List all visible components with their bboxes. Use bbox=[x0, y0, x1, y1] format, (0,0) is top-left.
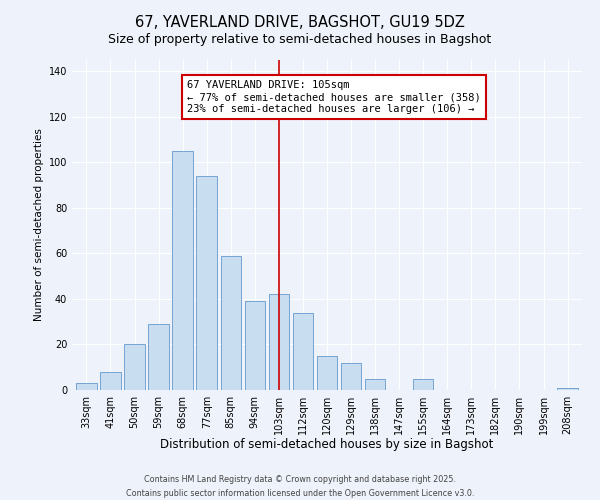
Bar bbox=[365, 378, 385, 390]
Bar bbox=[557, 388, 578, 390]
Bar bbox=[172, 151, 193, 390]
Text: 67 YAVERLAND DRIVE: 105sqm
← 77% of semi-detached houses are smaller (358)
23% o: 67 YAVERLAND DRIVE: 105sqm ← 77% of semi… bbox=[187, 80, 481, 114]
Bar bbox=[413, 378, 433, 390]
Text: Size of property relative to semi-detached houses in Bagshot: Size of property relative to semi-detach… bbox=[109, 32, 491, 46]
Text: Contains HM Land Registry data © Crown copyright and database right 2025.
Contai: Contains HM Land Registry data © Crown c… bbox=[126, 476, 474, 498]
Y-axis label: Number of semi-detached properties: Number of semi-detached properties bbox=[34, 128, 44, 322]
Bar bbox=[221, 256, 241, 390]
X-axis label: Distribution of semi-detached houses by size in Bagshot: Distribution of semi-detached houses by … bbox=[160, 438, 494, 452]
Bar bbox=[317, 356, 337, 390]
Bar bbox=[341, 362, 361, 390]
Bar bbox=[269, 294, 289, 390]
Bar bbox=[124, 344, 145, 390]
Bar bbox=[100, 372, 121, 390]
Bar bbox=[293, 312, 313, 390]
Bar bbox=[76, 383, 97, 390]
Bar bbox=[245, 301, 265, 390]
Bar bbox=[196, 176, 217, 390]
Text: 67, YAVERLAND DRIVE, BAGSHOT, GU19 5DZ: 67, YAVERLAND DRIVE, BAGSHOT, GU19 5DZ bbox=[135, 15, 465, 30]
Bar bbox=[148, 324, 169, 390]
